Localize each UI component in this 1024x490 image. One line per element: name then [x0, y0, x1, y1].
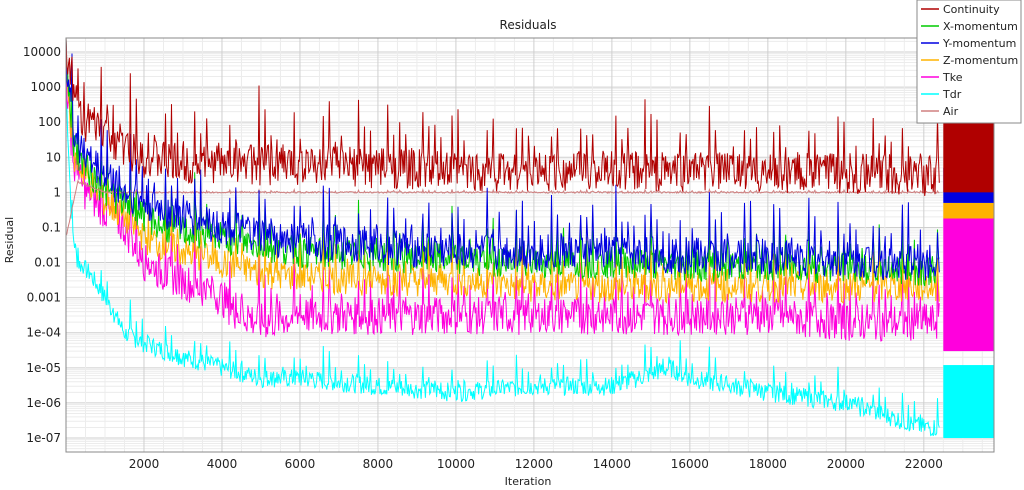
y-tick-label: 100	[38, 115, 61, 129]
x-tick-labels: 2000 4000 6000 8000 10000 12000 14000 16000 1800…	[129, 457, 943, 471]
legend-box	[916, 0, 1022, 124]
x-tick-label: 8000	[363, 457, 394, 471]
plot-frame	[65, 37, 995, 453]
series-line-x-momentum	[65, 37, 940, 287]
y-tick-label: 0.1	[42, 220, 61, 234]
y-tick-label: 1e-05	[26, 361, 61, 375]
y-tick-labels: 10000 1000 100 10 1 0.1 0.01 0.001 1e-04 1e-05 1e-…	[23, 45, 61, 445]
series-line-y-momentum	[65, 37, 940, 281]
y-tick-label: 0.001	[27, 291, 61, 305]
legend-item-air: Air	[943, 105, 959, 118]
legend-item-x-momentum: X-momentum	[943, 20, 1018, 33]
legend-item-tke: Tke	[942, 71, 963, 84]
x-tick-label: 12000	[515, 457, 553, 471]
x-tick-label: 16000	[671, 457, 709, 471]
final-iteration-block	[943, 97, 994, 439]
y-tick-label: 1	[53, 185, 61, 199]
legend-item-z-momentum: Z-momentum	[943, 54, 1018, 67]
y-tick-label: 1e-06	[26, 396, 61, 410]
y-tick-label: 1e-04	[26, 326, 61, 340]
series-line-tke	[65, 37, 940, 342]
x-tick-label: 4000	[207, 457, 238, 471]
legend-item-tdr: Tdr	[942, 88, 962, 101]
legend-item-continuity: Continuity	[943, 3, 1000, 16]
series-layer	[65, 37, 940, 437]
final-block-band	[943, 365, 994, 439]
final-block-band	[943, 202, 994, 219]
legend[interactable]: Continuity X-momentum Y-momentum Z-momentum…	[916, 0, 1022, 124]
y-axis-label: Residual	[3, 217, 16, 263]
x-tick-label: 18000	[749, 457, 787, 471]
series-line-air	[65, 179, 940, 236]
x-tick-label: 20000	[827, 457, 865, 471]
x-tick-label: 14000	[593, 457, 631, 471]
legend-item-y-momentum: Y-momentum	[942, 37, 1016, 50]
series-line-continuity	[65, 37, 940, 196]
final-block-band	[943, 218, 994, 352]
x-tick-label: 6000	[285, 457, 316, 471]
x-axis-label: Iteration	[505, 475, 552, 488]
y-tick-label: 1e-07	[26, 431, 61, 445]
y-tick-label: 10000	[23, 45, 61, 59]
series-line-z-momentum	[65, 37, 940, 304]
series-line-tdr	[65, 59, 940, 437]
x-tick-label: 10000	[437, 457, 475, 471]
y-tick-label: 10	[46, 150, 61, 164]
chart-title: Residuals	[500, 18, 557, 32]
x-tick-label: 22000	[905, 457, 943, 471]
y-tick-label: 0.01	[34, 256, 61, 270]
x-tick-label: 2000	[129, 457, 160, 471]
y-tick-label: 1000	[30, 80, 61, 94]
